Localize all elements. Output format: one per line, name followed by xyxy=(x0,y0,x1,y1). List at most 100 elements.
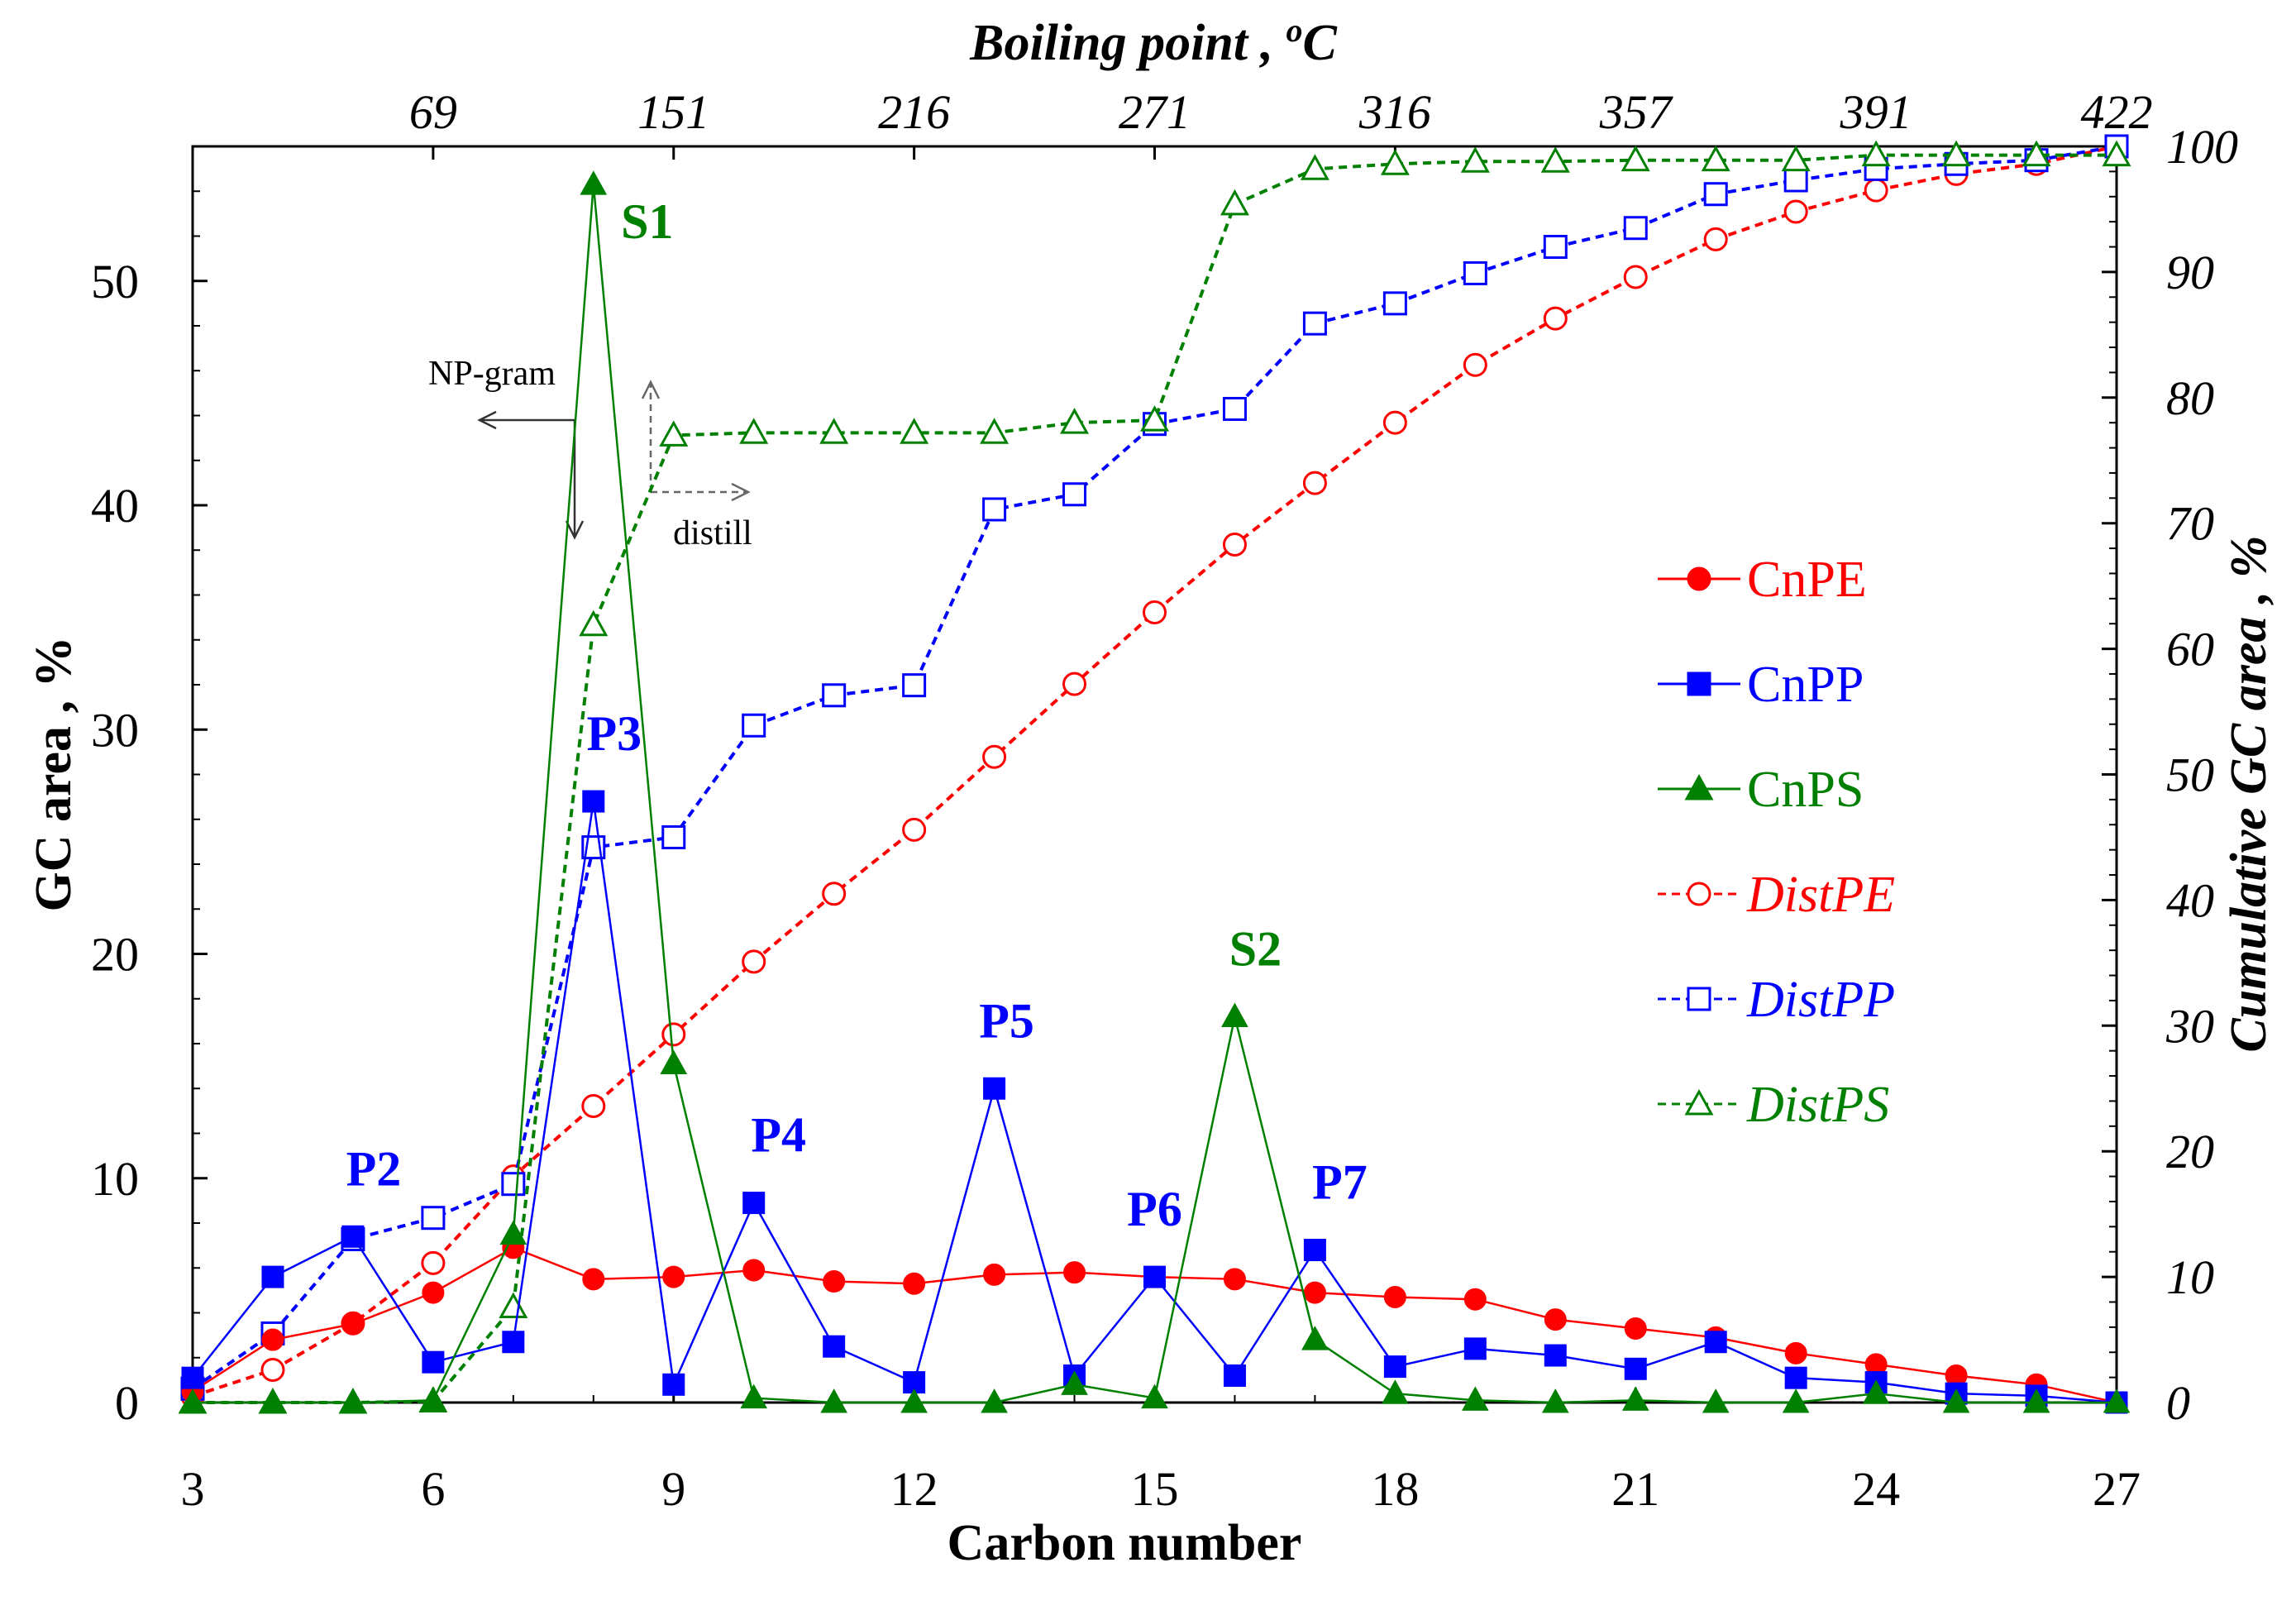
np-gram-arrow-horizontal-head xyxy=(477,410,497,430)
data-point-distpe xyxy=(1222,533,1247,557)
data-point-cnps xyxy=(740,1384,768,1409)
data-point-cnpp xyxy=(261,1265,284,1288)
data-point-distpe xyxy=(1463,352,1487,377)
data-point-distps xyxy=(1701,145,1730,172)
y-right-tick-label: 100 xyxy=(2166,120,2238,174)
data-point-cnpp xyxy=(341,1225,365,1248)
legend-label: CnPE xyxy=(1747,552,1867,608)
data-point-cnpe xyxy=(742,1259,766,1282)
data-point-cnpe xyxy=(1063,1261,1086,1284)
top-axis-title-text: Boiling point , xyxy=(969,15,1286,71)
data-point-distpp xyxy=(661,824,686,849)
data-point-cnpp xyxy=(1544,1344,1567,1367)
y-right-tick-label: 10 xyxy=(2166,1250,2214,1304)
data-point-cnps xyxy=(419,1386,447,1411)
data-point-distps xyxy=(1140,405,1169,432)
data-point-cnpp xyxy=(1463,1337,1487,1360)
data-point-distpp xyxy=(1623,216,1648,241)
top-axis-title: Boiling point , oC xyxy=(969,12,1337,71)
top-tick-label: 391 xyxy=(1840,85,1912,139)
data-point-cnpe xyxy=(1383,1286,1406,1309)
data-point-cnpe xyxy=(1223,1268,1246,1291)
data-point-distpp xyxy=(1302,311,1327,336)
legend-swatch-marker xyxy=(1684,773,1714,800)
data-point-distpp xyxy=(1783,168,1808,193)
data-point-cnps xyxy=(1221,1002,1248,1027)
data-point-cnps xyxy=(981,1388,1008,1413)
y-left-tick-label: 20 xyxy=(91,928,139,982)
data-point-cnps xyxy=(1862,1379,1890,1404)
data-point-distpe xyxy=(1302,471,1327,495)
peak-label-p7: P7 xyxy=(1312,1155,1368,1210)
data-point-distpe xyxy=(1543,306,1568,331)
x-tick-label: 18 xyxy=(1371,1462,1419,1516)
data-point-distps xyxy=(1220,189,1249,216)
peak-labels: S1 S2 P2 P3 P4 P5 P6 P7 xyxy=(346,194,1368,1236)
data-point-cnps xyxy=(1942,1388,1970,1413)
data-point-distpe xyxy=(1864,178,1888,203)
data-point-distps xyxy=(819,418,849,444)
data-point-distps xyxy=(1781,145,1811,172)
data-point-distpe xyxy=(581,1094,606,1119)
data-point-distpp xyxy=(1062,482,1087,507)
series-cnpp xyxy=(181,790,2128,1414)
data-point-distpp xyxy=(421,1206,446,1231)
peak-label-s1: S1 xyxy=(621,194,673,249)
data-point-distps xyxy=(1460,146,1490,173)
data-point-distps xyxy=(2022,140,2051,167)
series-cnps xyxy=(179,170,2131,1413)
y-left-tick-label: 40 xyxy=(91,479,139,533)
data-point-distpe xyxy=(421,1250,446,1275)
y-left-tick-label: 50 xyxy=(91,255,139,308)
data-point-cnpe xyxy=(903,1272,926,1295)
data-point-distpe xyxy=(1783,199,1808,224)
x-tick-label: 9 xyxy=(661,1462,685,1516)
legend-swatch-marker xyxy=(1687,987,1711,1011)
data-point-cnpe xyxy=(341,1312,365,1336)
data-point-distps xyxy=(579,609,609,637)
data-point-distpp xyxy=(1382,291,1407,316)
distill-arrow-vertical-head xyxy=(641,380,661,399)
legend-label: DistPE xyxy=(1746,867,1895,923)
data-point-distpp xyxy=(902,673,927,698)
data-point-cnps xyxy=(1141,1384,1168,1409)
data-point-cnpp xyxy=(1383,1355,1406,1379)
data-point-cnpp xyxy=(662,1373,685,1396)
data-point-cnpp xyxy=(1624,1357,1647,1380)
data-point-distpp xyxy=(1543,235,1568,260)
data-point-distps xyxy=(980,418,1010,444)
x-tick-label: 24 xyxy=(1852,1462,1900,1516)
peak-label-p4: P4 xyxy=(751,1108,806,1163)
data-point-distpp xyxy=(1222,396,1247,421)
data-point-cnps xyxy=(900,1388,928,1413)
data-point-cnps xyxy=(1061,1370,1088,1395)
data-point-distpe xyxy=(742,949,766,974)
x-tick-label: 12 xyxy=(890,1462,938,1516)
data-point-distpp xyxy=(982,497,1007,522)
data-point-cnpp xyxy=(1704,1331,1727,1354)
series-layer xyxy=(178,134,2131,1414)
data-point-cnpp xyxy=(1143,1265,1166,1288)
data-point-cnpe xyxy=(582,1268,605,1291)
legend-item-distpe: DistPE xyxy=(1658,867,1895,923)
data-point-cnpe xyxy=(823,1270,846,1293)
data-point-cnpe xyxy=(1463,1288,1487,1311)
legend-swatch-marker xyxy=(1687,882,1711,906)
data-point-cnpp xyxy=(1223,1364,1246,1387)
legend-swatch-marker xyxy=(1684,1088,1714,1116)
top-tick-label: 151 xyxy=(637,85,709,139)
data-point-distps xyxy=(900,418,929,444)
data-point-cnpp xyxy=(422,1350,445,1374)
data-point-cnpp xyxy=(983,1077,1006,1100)
data-point-distpe xyxy=(1143,600,1167,625)
top-tick-label: 69 xyxy=(409,85,457,139)
peak-label-s2: S2 xyxy=(1229,921,1282,976)
arrow-annotation xyxy=(477,380,751,540)
y-left-tick-label: 0 xyxy=(115,1376,139,1430)
data-point-cnpe xyxy=(1624,1317,1647,1340)
y-right-axis-title: Cumulative GC area , % xyxy=(2221,535,2277,1052)
data-point-cnpp xyxy=(181,1366,204,1389)
data-point-cnps xyxy=(580,170,608,195)
data-point-cnps xyxy=(1382,1379,1409,1404)
